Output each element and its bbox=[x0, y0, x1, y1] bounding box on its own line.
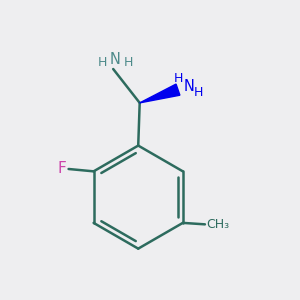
Text: N: N bbox=[110, 52, 121, 67]
Text: F: F bbox=[58, 161, 66, 176]
Polygon shape bbox=[140, 84, 180, 103]
Text: H: H bbox=[193, 86, 203, 99]
Text: H: H bbox=[174, 72, 183, 85]
Text: N: N bbox=[183, 79, 194, 94]
Text: CH₃: CH₃ bbox=[206, 218, 229, 231]
Text: H: H bbox=[98, 56, 107, 69]
Text: H: H bbox=[124, 56, 134, 69]
